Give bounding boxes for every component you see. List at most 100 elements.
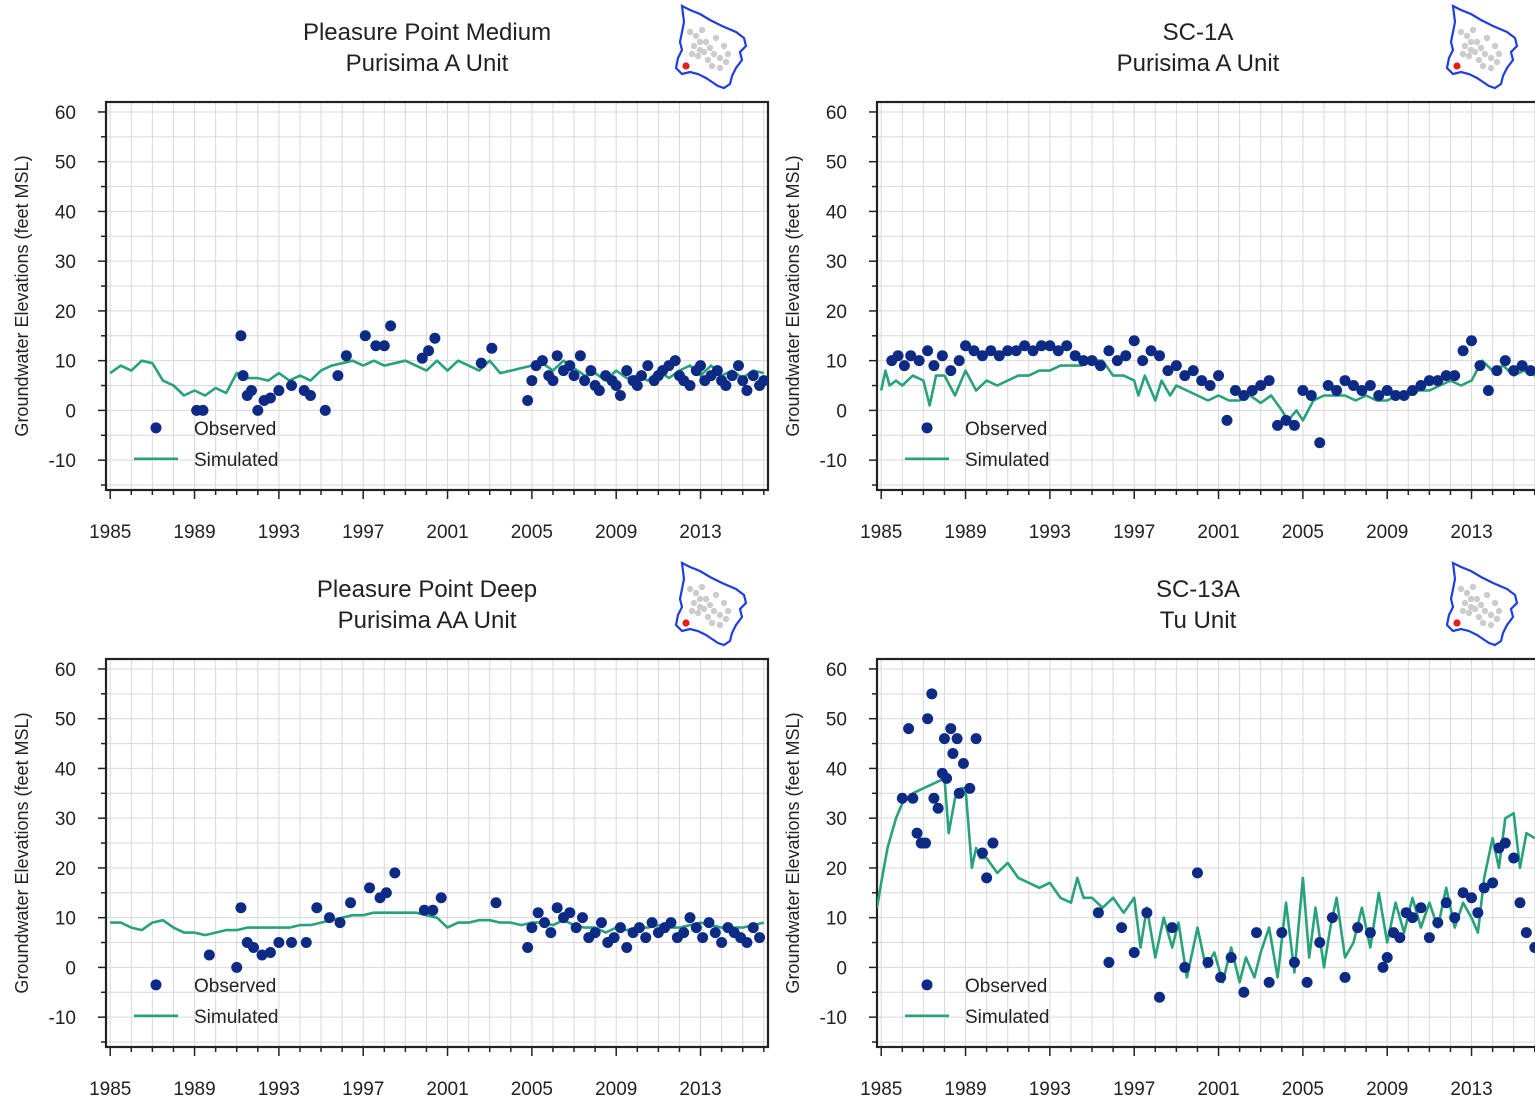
observed-data-point	[1120, 350, 1132, 362]
observed-data-point	[1137, 355, 1149, 367]
well-dot	[1461, 42, 1469, 50]
observed-data-point	[1423, 932, 1435, 944]
observed-data-point	[1377, 961, 1389, 973]
observed-data-point	[737, 375, 749, 387]
observed-data-point	[1352, 922, 1364, 934]
well-location-marker	[1453, 619, 1461, 627]
well-dot	[698, 583, 706, 591]
observed-data-point	[1288, 419, 1300, 431]
observed-data-point	[669, 355, 681, 367]
observed-data-point	[589, 927, 601, 939]
well-dot	[1465, 52, 1473, 60]
observed-data-point	[614, 389, 626, 401]
observed-data-point	[252, 404, 264, 416]
x-tick-label: 2001	[1197, 1079, 1239, 1100]
observed-data-point	[758, 375, 768, 387]
observed-data-point	[610, 380, 622, 392]
observed-data-point	[364, 882, 376, 894]
observed-data-point	[1250, 927, 1262, 939]
observed-data-point	[642, 360, 654, 372]
x-tick-label: 1989	[944, 522, 986, 543]
y-tick-label: 40	[826, 759, 847, 780]
observed-data-point	[1407, 912, 1419, 924]
observed-data-point	[953, 787, 965, 799]
plot-frame	[875, 100, 1535, 492]
x-tick-label: 2005	[1282, 522, 1324, 543]
well-dot	[708, 619, 716, 627]
observed-data-point	[709, 927, 721, 939]
observed-data-point	[970, 733, 982, 745]
observed-data-point	[903, 723, 915, 735]
well-dot	[1467, 595, 1475, 603]
observed-data-point	[345, 897, 357, 909]
observed-data-point	[1061, 340, 1073, 352]
well-dot	[708, 62, 716, 70]
observed-data-point	[1457, 887, 1469, 899]
observed-data-point	[1179, 370, 1191, 382]
well-dot	[722, 615, 730, 623]
observed-data-point	[423, 345, 435, 357]
y-tick-label: -10	[820, 1008, 847, 1029]
y-axis-label: Groundwater Elevations (feet MSL)	[783, 155, 803, 436]
observed-data-point	[1415, 380, 1427, 392]
observed-data-point	[1331, 385, 1343, 397]
observed-data-point	[1508, 852, 1520, 864]
observed-data-point	[264, 946, 276, 958]
observed-data-point	[311, 902, 323, 914]
x-tick-label: 1993	[1029, 522, 1071, 543]
observed-data-point	[1449, 912, 1461, 924]
observed-data-point	[697, 932, 709, 944]
legend-observed-label: Observed	[965, 419, 1047, 440]
chart-title: Pleasure Point Deep	[317, 576, 537, 603]
y-tick-label: 0	[836, 958, 847, 979]
y-tick-label: 10	[826, 909, 847, 930]
y-tick-label: 20	[826, 302, 847, 323]
x-tick-label: 2009	[1366, 522, 1408, 543]
y-tick-label: -10	[820, 451, 847, 472]
observed-data-point	[1263, 375, 1275, 387]
observed-data-point	[385, 320, 397, 332]
well-dot	[1487, 611, 1495, 619]
legend-observed-label: Observed	[965, 976, 1047, 997]
observed-data-point	[1432, 917, 1444, 929]
observed-data-point	[892, 350, 904, 362]
well-dot	[1461, 599, 1469, 607]
observed-data-point	[1339, 971, 1351, 983]
well-dot	[1473, 38, 1481, 46]
observed-data-point	[273, 385, 285, 397]
observed-data-point	[1499, 837, 1511, 849]
observed-data-point	[1162, 365, 1174, 377]
observed-data-point	[522, 394, 534, 406]
legend-observed-label: Observed	[194, 976, 276, 997]
well-dot	[690, 599, 698, 607]
y-tick-label: 30	[826, 809, 847, 830]
observed-data-point	[1449, 370, 1461, 382]
observed-data-point	[595, 917, 607, 929]
well-dot	[1467, 38, 1475, 46]
observed-data-point	[1263, 976, 1275, 988]
observed-data-point	[1415, 902, 1427, 914]
observed-data-point	[526, 922, 538, 934]
x-tick-label: 1985	[860, 1079, 902, 1100]
observed-data-point	[1229, 385, 1241, 397]
x-tick-label: 1989	[173, 522, 215, 543]
observed-data-point	[1145, 345, 1157, 357]
well-dot	[716, 64, 724, 72]
observed-data-point	[1491, 365, 1503, 377]
well-dot	[1493, 615, 1501, 623]
observed-data-point	[646, 917, 658, 929]
observed-data-point	[636, 370, 648, 382]
observed-data-point	[1019, 340, 1031, 352]
plot-frame	[104, 100, 770, 492]
observed-data-point	[1128, 335, 1140, 347]
observed-data-point	[928, 792, 940, 804]
well-dot	[1477, 44, 1485, 52]
observed-data-point	[1297, 385, 1309, 397]
observed-data-point	[522, 942, 534, 954]
observed-data-point	[1478, 882, 1490, 894]
observed-data-point	[968, 345, 980, 357]
observed-data-point	[1432, 375, 1444, 387]
y-tick-label: 20	[55, 859, 76, 880]
observed-data-point	[1187, 365, 1199, 377]
observed-data-point	[574, 350, 586, 362]
